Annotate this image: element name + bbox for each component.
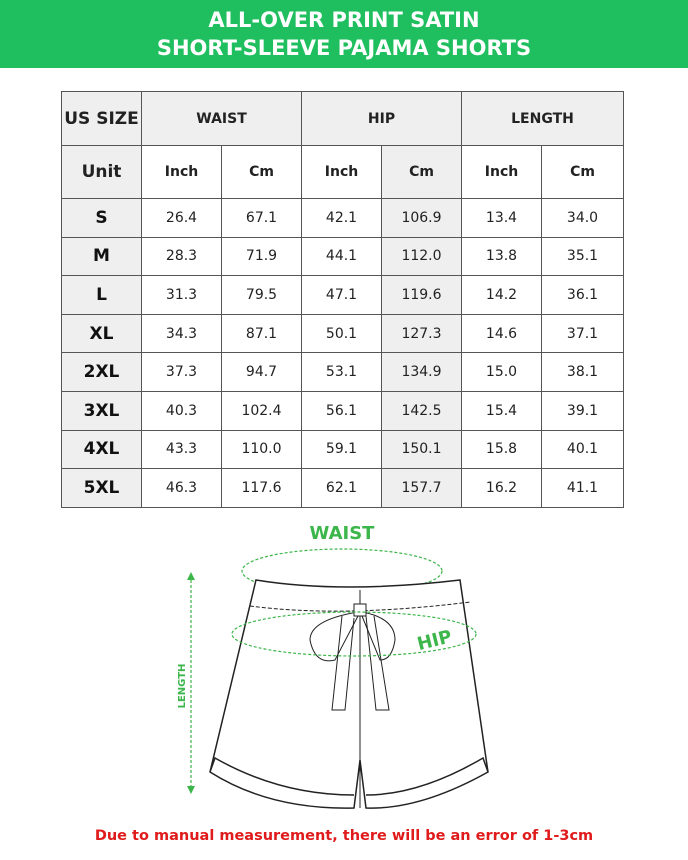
value-cell: 14.6 (461, 313, 542, 354)
table-row: S 26.4 67.1 42.1 106.9 13.4 34.0 (61, 198, 624, 238)
value-cell: 102.4 (221, 390, 302, 431)
value-cell: 112.0 (381, 236, 462, 277)
unit-cell: Inch (461, 145, 542, 199)
hip-measure-line (231, 611, 477, 657)
value-cell: 13.4 (461, 198, 542, 238)
value-cell: 34.3 (141, 313, 222, 354)
value-cell: 44.1 (301, 236, 382, 277)
title-line-1: ALL-OVER PRINT SATIN (208, 8, 480, 32)
table-row: 4XL 43.3 110.0 59.1 150.1 15.8 40.1 (61, 429, 624, 470)
size-chart-table: US SIZE WAIST HIP LENGTH Unit Inch Cm In… (61, 91, 624, 508)
table-row: M 28.3 71.9 44.1 112.0 13.8 35.1 (61, 236, 624, 277)
size-cell: 5XL (61, 468, 142, 508)
value-cell: 46.3 (141, 468, 222, 508)
value-cell: 41.1 (541, 468, 624, 508)
value-cell: 62.1 (301, 468, 382, 508)
measurement-note: Due to manual measurement, there will be… (94, 828, 594, 844)
size-cell: S (61, 198, 142, 238)
value-cell: 14.2 (461, 275, 542, 315)
size-cell: XL (61, 313, 142, 354)
value-cell: 47.1 (301, 275, 382, 315)
waist-label: WAIST (310, 523, 376, 544)
value-cell: 134.9 (381, 352, 462, 392)
unit-cell: Cm (221, 145, 302, 199)
hip-header: HIP (301, 91, 462, 146)
value-cell: 42.1 (301, 198, 382, 238)
value-cell: 38.1 (541, 352, 624, 392)
length-header: LENGTH (461, 91, 624, 146)
value-cell: 157.7 (381, 468, 462, 508)
value-cell: 26.4 (141, 198, 222, 238)
size-cell: L (61, 275, 142, 315)
value-cell: 36.1 (541, 275, 624, 315)
size-cell: 3XL (61, 390, 142, 431)
unit-cell: Cm (541, 145, 624, 199)
value-cell: 13.8 (461, 236, 542, 277)
unit-header: Unit (61, 145, 142, 199)
value-cell: 87.1 (221, 313, 302, 354)
size-cell: 2XL (61, 352, 142, 392)
length-arrow (187, 572, 195, 794)
value-cell: 37.1 (541, 313, 624, 354)
table-row: 3XL 40.3 102.4 56.1 142.5 15.4 39.1 (61, 390, 624, 431)
value-cell: 28.3 (141, 236, 222, 277)
unit-cell: Cm (381, 145, 462, 199)
value-cell: 15.4 (461, 390, 542, 431)
value-cell: 50.1 (301, 313, 382, 354)
shorts-outline (209, 579, 489, 809)
value-cell: 15.8 (461, 429, 542, 470)
us-size-header: US SIZE (61, 91, 142, 146)
value-cell: 53.1 (301, 352, 382, 392)
table-row: 5XL 46.3 117.6 62.1 157.7 16.2 41.1 (61, 468, 624, 508)
value-cell: 127.3 (381, 313, 462, 354)
value-cell: 15.0 (461, 352, 542, 392)
value-cell: 56.1 (301, 390, 382, 431)
value-cell: 117.6 (221, 468, 302, 508)
value-cell: 71.9 (221, 236, 302, 277)
value-cell: 43.3 (141, 429, 222, 470)
value-cell: 106.9 (381, 198, 462, 238)
size-cell: M (61, 236, 142, 277)
value-cell: 39.1 (541, 390, 624, 431)
value-cell: 79.5 (221, 275, 302, 315)
table-row: L 31.3 79.5 47.1 119.6 14.2 36.1 (61, 275, 624, 315)
value-cell: 40.1 (541, 429, 624, 470)
length-label: LENGTH (177, 664, 188, 709)
value-cell: 35.1 (541, 236, 624, 277)
value-cell: 31.3 (141, 275, 222, 315)
value-cell: 142.5 (381, 390, 462, 431)
shorts-diagram: WAIST HIP LENGTH (177, 523, 489, 809)
size-cell: 4XL (61, 429, 142, 470)
unit-cell: Inch (141, 145, 222, 199)
value-cell: 119.6 (381, 275, 462, 315)
value-cell: 150.1 (381, 429, 462, 470)
table-row: 2XL 37.3 94.7 53.1 134.9 15.0 38.1 (61, 352, 624, 392)
value-cell: 37.3 (141, 352, 222, 392)
value-cell: 40.3 (141, 390, 222, 431)
value-cell: 110.0 (221, 429, 302, 470)
title-line-2: SHORT-SLEEVE PAJAMA SHORTS (156, 36, 532, 60)
value-cell: 59.1 (301, 429, 382, 470)
table-row: XL 34.3 87.1 50.1 127.3 14.6 37.1 (61, 313, 624, 354)
value-cell: 34.0 (541, 198, 624, 238)
value-cell: 16.2 (461, 468, 542, 508)
unit-cell: Inch (301, 145, 382, 199)
value-cell: 94.7 (221, 352, 302, 392)
waist-header: WAIST (141, 91, 302, 146)
title-banner: ALL-OVER PRINT SATIN SHORT-SLEEVE PAJAMA… (0, 0, 688, 68)
value-cell: 67.1 (221, 198, 302, 238)
